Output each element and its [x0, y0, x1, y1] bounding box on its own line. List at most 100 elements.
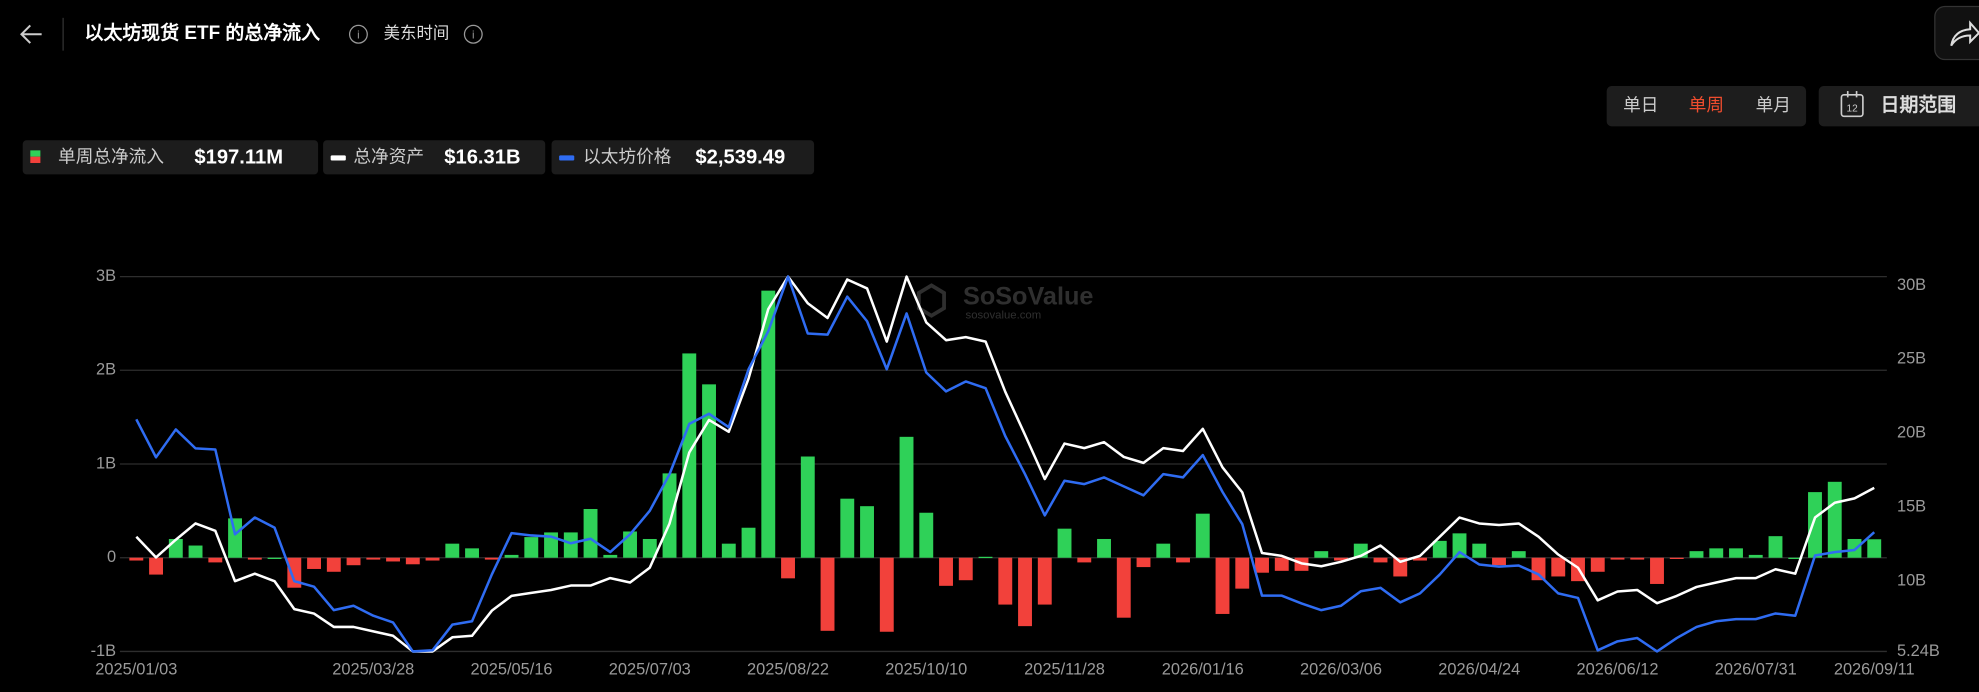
bar	[1630, 557, 1645, 560]
x-tick-label: 2026/07/31	[1715, 661, 1797, 679]
bar	[1768, 536, 1783, 558]
bar	[129, 557, 144, 561]
bar	[405, 557, 420, 565]
y2-tick-label: 5.24B	[1897, 642, 1940, 660]
watermark-text: SoSoValue	[963, 283, 1093, 311]
legend-value: $16.31B	[444, 146, 520, 168]
watermark: SoSoValue sosovalue.com	[916, 283, 1093, 322]
legend-chip	[551, 140, 815, 175]
bar	[1077, 557, 1092, 563]
bar	[662, 473, 677, 558]
bar	[366, 557, 381, 560]
bar	[603, 554, 618, 558]
date-range-button[interactable]: 12 日期范围	[1818, 86, 1979, 127]
legend-label: 总净资产	[353, 147, 424, 167]
x-tick-label: 2026/04/24	[1438, 661, 1520, 679]
bar	[998, 557, 1013, 605]
bar	[267, 557, 282, 559]
bar	[1037, 557, 1052, 605]
bar	[1235, 557, 1250, 589]
info-icon[interactable]: i	[463, 24, 483, 44]
bar	[820, 557, 835, 631]
y-tick-label: -1B	[91, 642, 117, 660]
legend-value: $197.11M	[194, 146, 283, 168]
bar	[1018, 557, 1032, 627]
bar	[919, 512, 934, 558]
back-button[interactable]	[20, 24, 42, 44]
bar	[287, 557, 302, 588]
bar	[1729, 548, 1743, 558]
y-tick-label: 2B	[96, 361, 116, 379]
x-tick-label: 2025/08/22	[747, 661, 829, 679]
bar	[939, 557, 953, 586]
bar	[800, 456, 815, 558]
bar	[1610, 557, 1625, 560]
tab[interactable]: 单日	[1623, 95, 1658, 115]
bar	[860, 506, 874, 558]
legend-label: 单周总净流入	[58, 147, 164, 167]
bar	[1215, 557, 1230, 614]
date-range-label: 日期范围	[1881, 93, 1957, 116]
bar	[208, 557, 223, 563]
x-tick-label: 2026/09/11	[1834, 661, 1915, 679]
bar	[188, 545, 203, 558]
bar	[741, 527, 756, 558]
info-icon[interactable]: i	[348, 24, 368, 44]
plot-area: -1B 0 1B 2B 3B 5.24B 10B 15B 20B 25B 30B 2025/01/03…	[91, 267, 1940, 679]
bar	[1432, 540, 1447, 558]
x-tick-label: 2026/03/06	[1300, 661, 1382, 679]
legend-label: 以太坊价格	[583, 147, 672, 167]
bar	[228, 518, 242, 558]
bar	[1314, 551, 1329, 558]
bar	[642, 538, 657, 558]
bar	[445, 543, 460, 558]
y-tick-label: 3B	[96, 267, 116, 285]
line	[135, 275, 1876, 653]
bar	[524, 537, 539, 558]
bar	[563, 532, 578, 558]
bar	[1393, 557, 1408, 577]
tab[interactable]: 单周	[1689, 95, 1724, 115]
tab-group	[1606, 86, 1807, 127]
page-title: 以太坊现货 ETF 的总净流入	[85, 21, 321, 44]
bar	[1511, 551, 1526, 558]
bar	[1274, 557, 1289, 571]
bar	[1788, 557, 1803, 559]
bar	[504, 554, 519, 558]
bar	[1195, 513, 1210, 558]
legend-icon	[559, 155, 575, 161]
share-button[interactable]	[1934, 5, 1979, 61]
bar	[307, 557, 321, 569]
bar	[1827, 481, 1842, 558]
bar	[1709, 548, 1724, 558]
bar	[1097, 538, 1111, 558]
bar	[326, 557, 341, 572]
y2-tick-label: 30B	[1897, 276, 1926, 294]
bar	[1452, 533, 1467, 558]
bar	[1669, 557, 1684, 559]
x-tick-label: 2025/03/28	[332, 661, 414, 679]
bar	[346, 557, 361, 566]
legend-chip	[323, 140, 546, 175]
bar	[1373, 557, 1388, 563]
tab[interactable]: 单月	[1756, 95, 1791, 115]
bar	[1156, 543, 1171, 558]
bar	[168, 538, 183, 558]
bar	[1551, 557, 1566, 577]
x-tick-label: 2025/01/03	[95, 661, 177, 679]
bar	[958, 557, 973, 581]
bar	[1531, 557, 1546, 581]
bar	[1176, 557, 1190, 563]
legend-icon	[30, 150, 41, 157]
svg-text:i: i	[357, 30, 360, 42]
legend: 单周总净流入 $197.11M 总净资产 $16.31B 以太坊价格 $2,53…	[22, 140, 815, 175]
y-tick-label: 0	[107, 548, 116, 566]
legend-icon	[30, 156, 41, 163]
bar	[1472, 543, 1487, 558]
bar	[1334, 557, 1348, 561]
y2-tick-label: 20B	[1897, 424, 1926, 442]
y-tick-label: 1B	[96, 454, 116, 472]
bar	[761, 290, 776, 558]
y2-tick-label: 15B	[1897, 497, 1926, 515]
